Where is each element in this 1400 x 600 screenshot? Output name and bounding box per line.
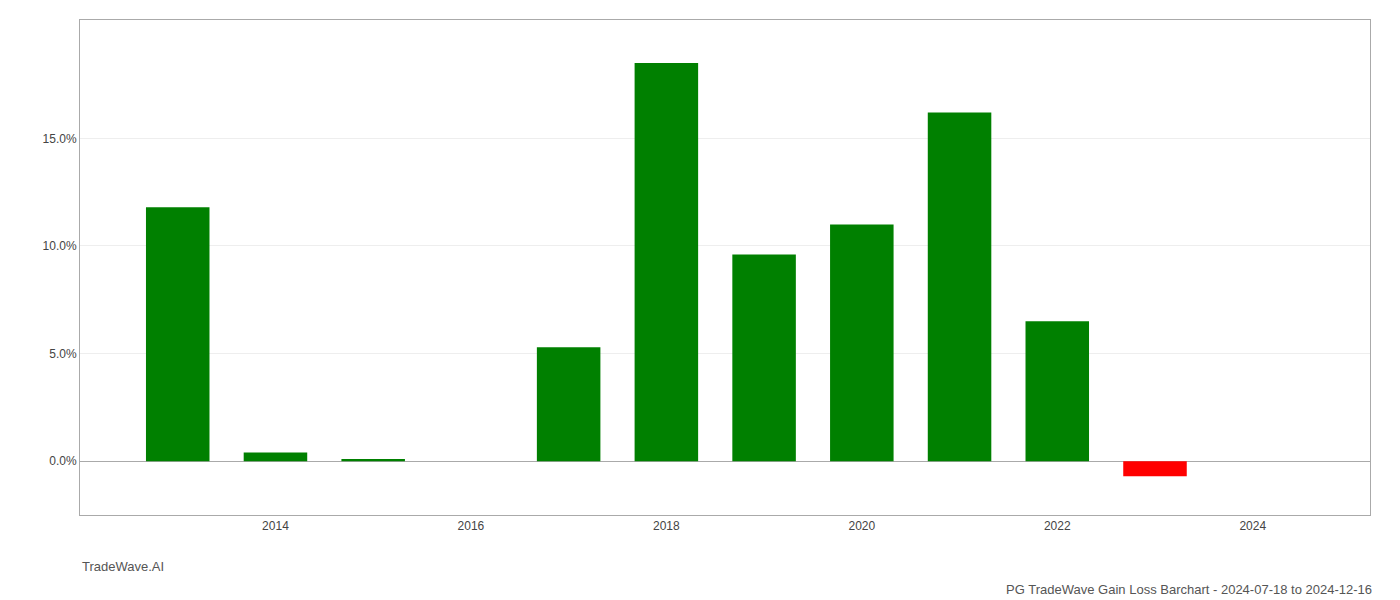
svg-text:5.0%: 5.0% [49,347,77,361]
svg-text:2016: 2016 [458,519,485,533]
svg-text:2014: 2014 [262,519,289,533]
svg-text:2018: 2018 [653,519,680,533]
svg-text:2024: 2024 [1239,519,1266,533]
svg-text:2022: 2022 [1044,519,1071,533]
svg-text:10.0%: 10.0% [43,239,77,253]
svg-text:2020: 2020 [848,519,875,533]
svg-text:PG TradeWave Gain Loss Barchar: PG TradeWave Gain Loss Barchart - 2024-0… [1006,582,1372,597]
svg-text:15.0%: 15.0% [43,132,77,146]
svg-text:0.0%: 0.0% [49,454,77,468]
svg-text:TradeWave.AI: TradeWave.AI [82,559,164,574]
